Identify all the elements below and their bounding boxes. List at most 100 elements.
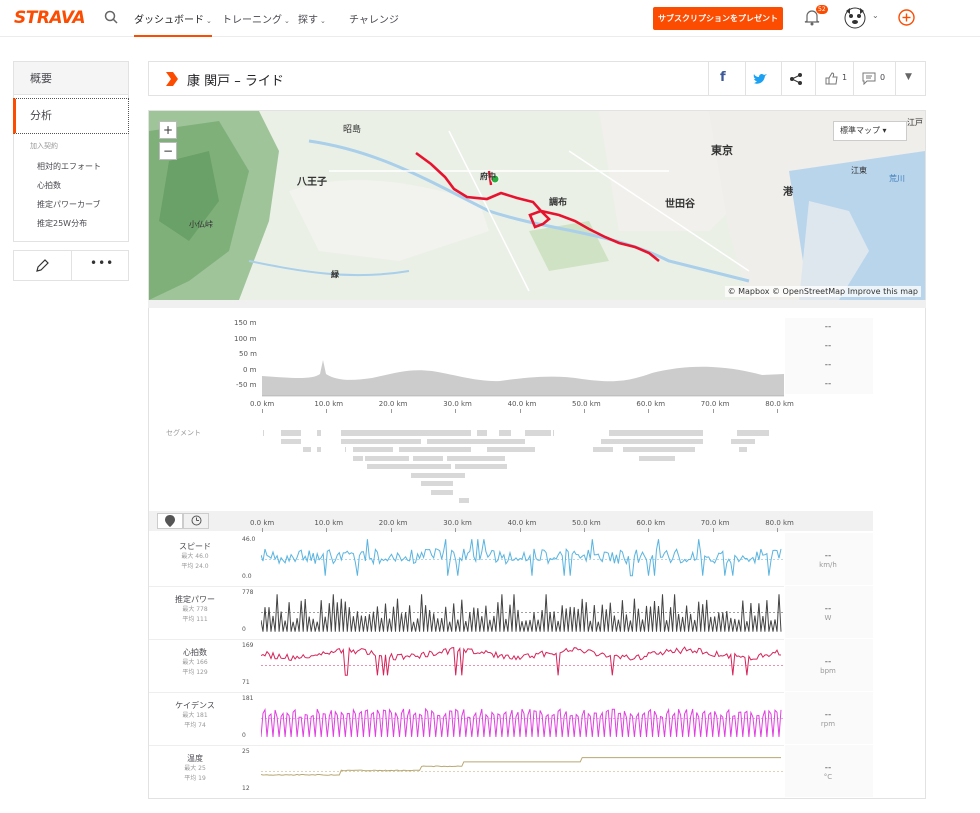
time-toggle[interactable] [183,513,209,529]
x-tick: 20.0 km [378,400,408,408]
nav-dashboard[interactable]: ダッシュボード ⌄ [134,11,212,37]
metric-avg: 平均 129 [182,669,208,676]
dropdown-arrow-icon[interactable]: ▼ [905,72,912,82]
metric-line [261,646,782,676]
chevron-down-icon[interactable]: ⌄ [872,11,879,20]
metric-stream[interactable] [261,639,785,692]
stream-toolbar [149,511,873,531]
map-label: 港 [783,187,793,198]
sidebar-actions: ••• [13,250,129,281]
map-background [149,111,925,300]
metric-name: ケイデンス [175,701,215,710]
metric-label[interactable]: 心拍数 最大 166 平均 129 [155,647,235,678]
metric-max: 最大 25 [184,765,206,772]
x-tick-mark [390,409,392,413]
metric-name: 心拍数 [183,648,207,657]
gift-subscription-button[interactable]: サブスクリプションをプレゼント [653,7,783,30]
metric-label[interactable]: 推定パワー 最大 778 平均 111 [155,594,235,625]
metric-avg: 平均 111 [182,616,208,623]
map-style-select[interactable]: 標準マップ ▾ [833,121,907,141]
metric-value-box [785,745,873,797]
x-tick-mark [712,528,714,532]
search-icon[interactable] [104,10,118,24]
map-label: 緑 [331,270,339,279]
sidebar-item-power-distribution[interactable]: 推定25W分布 [37,219,88,228]
kudos-icon[interactable] [825,72,838,85]
metric-axis-bottom: 0 [242,732,246,739]
x-tick: 60.0 km [636,519,666,527]
comment-icon[interactable] [862,72,876,85]
strava-logo[interactable]: STRAVA [14,8,86,28]
sidebar-item-power-curve[interactable]: 推定パワーカーブ [37,200,101,209]
sidebar-item-relative-effort[interactable]: 相対的エフォート [37,162,101,171]
metric-max: 最大 778 [182,606,208,613]
row-divider [149,639,784,640]
metric-current: -- [824,763,832,773]
metric-stream[interactable] [261,692,785,745]
route-map[interactable]: + − 標準マップ ▾ 昭島 八王子 小仏峠 府中 調布 東京 世田谷 港 江東… [149,111,925,300]
twitter-icon[interactable] [753,73,767,85]
bell-icon[interactable] [804,9,820,26]
nav-training[interactable]: トレーニング ⌄ [222,15,290,26]
row-divider [149,745,784,746]
metric-value: -- rpm [783,710,873,728]
pencil-icon[interactable] [35,258,50,273]
metric-current: -- [824,604,832,614]
segments-chart[interactable] [255,428,785,503]
nav-explore[interactable]: 探す ⌄ [298,15,326,26]
metric-label[interactable]: 温度 最大 25 平均 19 [155,753,235,784]
facebook-icon[interactable]: f [720,70,726,85]
elevation-value: -- [824,379,832,389]
x-tick-mark [648,409,650,413]
x-tick-mark [262,528,263,532]
metric-value-box [785,692,873,744]
comment-count: 0 [880,73,886,82]
sidebar-item-overview[interactable]: 概要 [14,62,128,95]
metric-line [261,707,782,737]
metric-axis-top: 778 [242,589,254,596]
x-tick: 20.0 km [378,519,408,527]
map-label: 荒川 [889,174,905,183]
metric-axis-bottom: 0 [242,626,246,633]
metric-axis-bottom: 71 [242,679,250,686]
x-tick-mark [519,528,521,532]
x-tick: 50.0 km [572,519,601,527]
elevation-value: -- [824,322,832,332]
share-icon[interactable] [789,72,803,86]
avatar[interactable] [843,5,867,31]
zoom-in-button[interactable]: + [159,121,177,139]
map-label: 調布 [549,198,568,208]
x-tick-mark [777,409,779,413]
map-label: 府中 [480,172,496,181]
metric-name: スピード [179,542,211,551]
metric-value-box [785,533,873,585]
add-icon[interactable] [898,9,915,26]
x-tick: 40.0 km [507,519,537,527]
map-attribution[interactable]: © Mapbox © OpenStreetMap Improve this ma… [724,286,921,297]
activity-header: 康 関戸 – ライド f 1 0 ▼ [148,61,926,96]
zoom-out-button[interactable]: − [159,142,177,160]
metric-stream[interactable] [261,533,785,586]
elevation-value: -- [824,341,832,351]
metric-value-box [785,586,873,638]
x-tick-mark [712,409,714,413]
metric-unit: bpm [820,667,836,675]
y-tick: 0 m [243,366,257,374]
more-icon[interactable]: ••• [90,256,115,270]
metric-stream[interactable] [261,745,785,798]
metric-unit: W [824,614,832,622]
nav-challenges[interactable]: チャレンジ [349,15,399,26]
row-divider [149,692,784,693]
metric-label[interactable]: ケイデンス 最大 181 平均 74 [155,700,235,731]
sidebar-item-heart-rate[interactable]: 心拍数 [37,181,61,190]
y-tick: 150 m [234,319,257,327]
metric-axis-top: 25 [242,748,250,755]
metric-label[interactable]: スピード 最大 46.0 平均 24.0 [155,541,235,572]
x-tick: 70.0 km [700,519,730,527]
metric-current: -- [824,551,832,561]
sidebar-item-analysis[interactable]: 分析 [13,98,129,134]
map-resize-handle[interactable] [148,300,926,308]
segments-label: セグメント [166,429,201,437]
metric-current: -- [824,657,832,667]
metric-stream[interactable] [261,586,785,639]
